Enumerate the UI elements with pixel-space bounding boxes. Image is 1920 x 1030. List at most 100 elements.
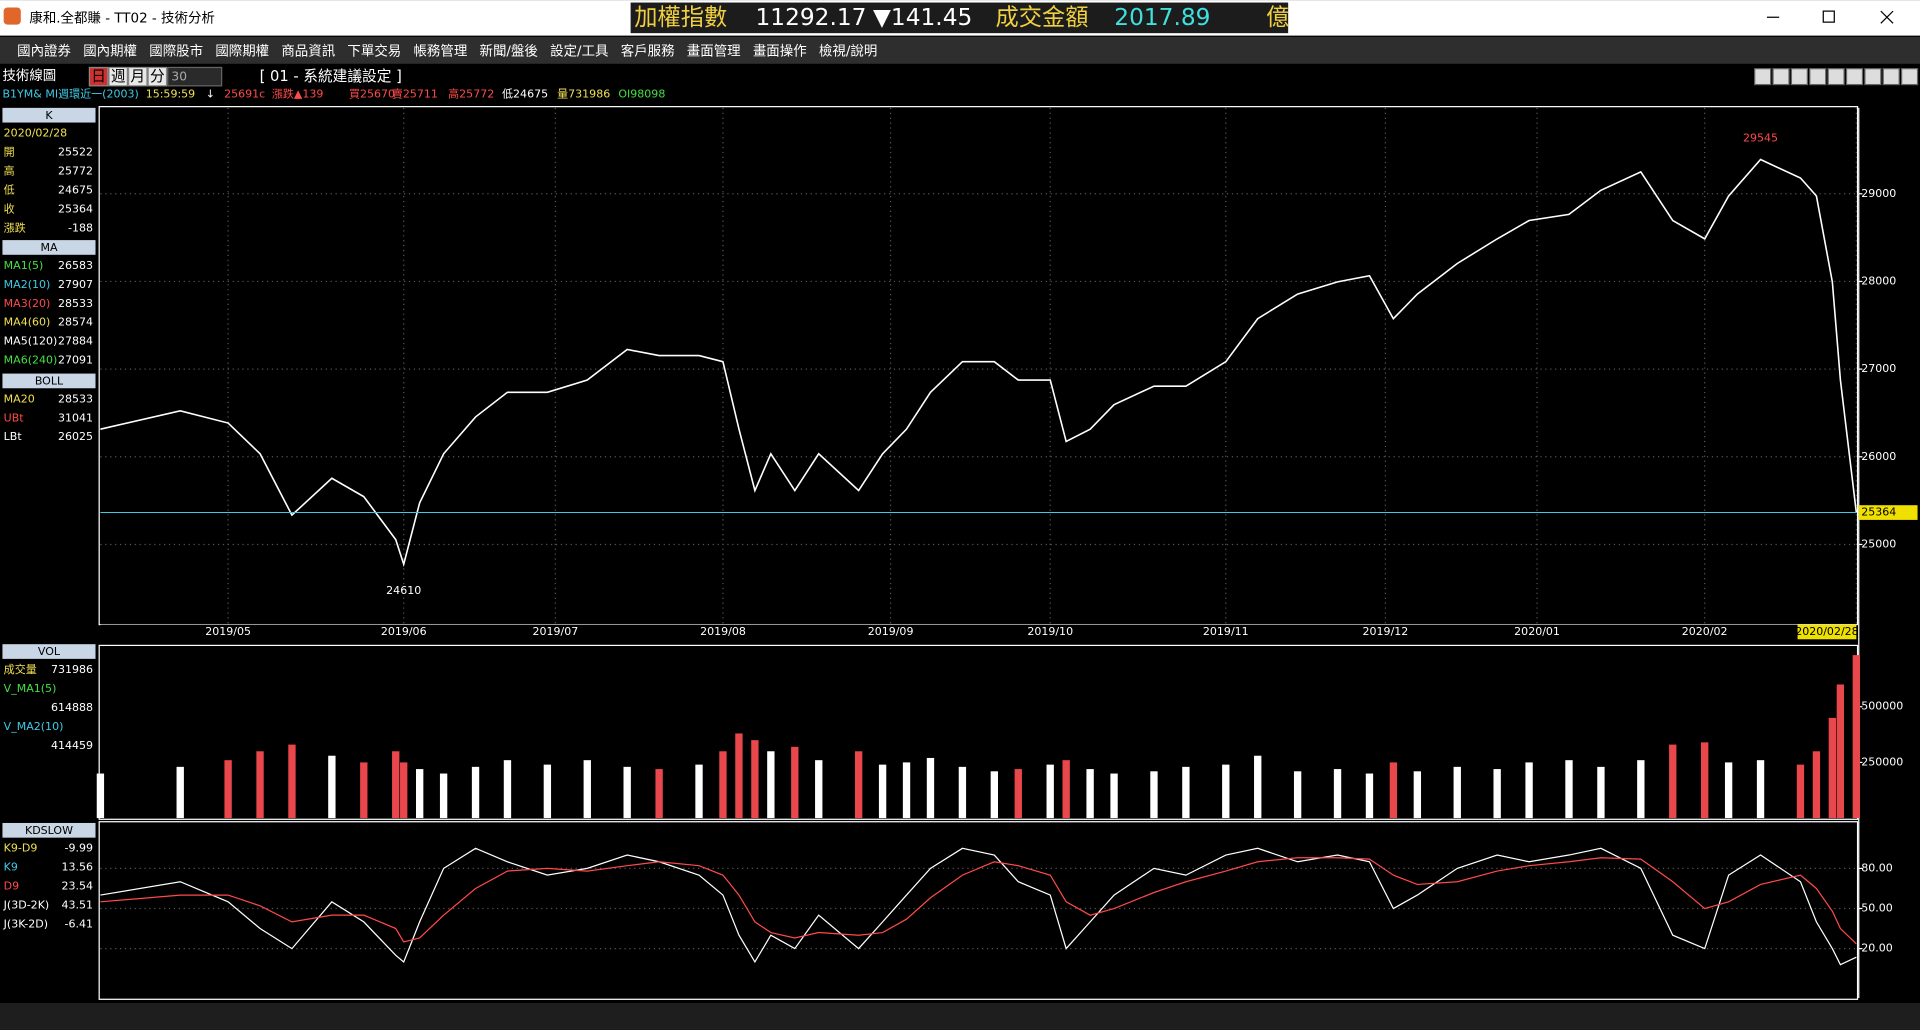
y-tick-label: 28000 bbox=[1861, 274, 1896, 287]
volume-bar bbox=[719, 751, 727, 819]
menu-item[interactable]: 新聞/盤後 bbox=[480, 44, 539, 60]
menu-item[interactable]: 帳務管理 bbox=[413, 44, 467, 60]
period-button[interactable] bbox=[108, 66, 128, 87]
x-tick-label: 2019/08 bbox=[700, 625, 746, 638]
menu-item[interactable]: 國際股市 bbox=[149, 43, 203, 60]
menu-item[interactable]: 商品資訊 bbox=[281, 44, 335, 60]
panel-value: 28533 bbox=[58, 392, 93, 405]
tool-icon[interactable] bbox=[1809, 68, 1827, 86]
x-tick-label: 2019/10 bbox=[1027, 625, 1073, 638]
y-tick-label: 29000 bbox=[1861, 187, 1896, 200]
panel-label: MA4(60) bbox=[4, 316, 51, 329]
panel-header bbox=[2, 644, 96, 659]
quote-item: 25691c bbox=[224, 87, 265, 100]
minutes-value[interactable]: 30 bbox=[171, 70, 187, 84]
menu-item[interactable]: 國內證券 bbox=[17, 43, 71, 60]
volume-bar bbox=[791, 746, 799, 819]
volume-bar bbox=[878, 764, 887, 819]
turnover-unit: 億 bbox=[1266, 4, 1289, 31]
period-label[interactable]: 分 bbox=[150, 68, 165, 85]
volume-bar bbox=[1724, 762, 1733, 819]
volume-bar bbox=[1365, 773, 1374, 819]
minutes-box[interactable] bbox=[167, 66, 223, 87]
volume-bar bbox=[854, 751, 863, 819]
menu-item[interactable]: 國內期權 bbox=[83, 44, 137, 60]
y-tick-label: 50.00 bbox=[1861, 902, 1893, 915]
panel-label: J(3D-2K) bbox=[3, 899, 50, 912]
volume-bar bbox=[1086, 769, 1094, 819]
tool-icon[interactable] bbox=[1882, 68, 1900, 86]
volume-bar bbox=[1796, 764, 1805, 819]
panel-label: 低 bbox=[4, 184, 15, 197]
quote-item: OI98098 bbox=[618, 87, 665, 100]
panel-label: MA2(10) bbox=[4, 278, 51, 291]
volume-bar bbox=[1812, 751, 1821, 819]
tool-icon[interactable] bbox=[1772, 68, 1790, 86]
tool-icon[interactable] bbox=[1901, 68, 1919, 86]
period-label[interactable]: 日 bbox=[91, 68, 106, 85]
menu-item[interactable]: 客戶服務 bbox=[621, 43, 675, 60]
period-button[interactable] bbox=[88, 66, 109, 87]
volume-bar bbox=[1014, 769, 1022, 819]
ticker-name: 加權指數 bbox=[634, 4, 727, 31]
volume-bar bbox=[176, 766, 184, 819]
volume-bar bbox=[360, 762, 368, 819]
tool-icon[interactable] bbox=[1827, 68, 1845, 86]
x-tick-label: 2019/05 bbox=[205, 625, 251, 638]
volume-bar bbox=[1046, 764, 1054, 819]
menu-item[interactable]: 畫面操作 bbox=[753, 44, 807, 60]
panel-title: BOLL bbox=[35, 375, 64, 388]
panel-label: K9-D9 bbox=[4, 842, 38, 855]
menu-item[interactable]: 檢視/說明 bbox=[819, 43, 877, 60]
volume-bar bbox=[1493, 769, 1501, 819]
x-tick-label: 2020/02 bbox=[1682, 625, 1728, 638]
menu-item[interactable]: 國際期權 bbox=[215, 44, 269, 60]
period-button[interactable] bbox=[147, 66, 168, 87]
panel-value: 27091 bbox=[58, 354, 93, 367]
x-tick-label: 2020/02/28 bbox=[1795, 625, 1859, 638]
panel-label: 開 bbox=[4, 146, 15, 159]
x-tick-label: 2019/12 bbox=[1363, 625, 1409, 638]
panel-value: 43.51 bbox=[62, 899, 94, 912]
period-button[interactable] bbox=[127, 66, 148, 87]
turnover-value: 2017.89 bbox=[1114, 4, 1210, 31]
turnover-label: 成交金額 bbox=[996, 4, 1089, 31]
period-label[interactable]: 月 bbox=[130, 68, 145, 85]
close-button[interactable] bbox=[1880, 10, 1894, 24]
volume-bar bbox=[224, 760, 232, 819]
volume-bar bbox=[926, 757, 935, 819]
kd-line bbox=[100, 857, 1857, 945]
quote-item: 買25670 bbox=[349, 87, 395, 100]
price-line bbox=[100, 158, 1858, 568]
kd-line bbox=[100, 847, 1857, 966]
tool-icon[interactable] bbox=[1790, 68, 1808, 86]
panel-label: V_MA2(10) bbox=[4, 720, 64, 733]
menu-item[interactable]: 下單交易 bbox=[347, 43, 401, 60]
volume-bar bbox=[1413, 771, 1422, 819]
tool-icon[interactable] bbox=[1864, 68, 1882, 86]
menu-item[interactable]: 設定/工具 bbox=[550, 44, 608, 60]
volume-bar bbox=[735, 733, 743, 819]
panel-title: KDSLOW bbox=[25, 824, 73, 837]
tool-icon[interactable] bbox=[1754, 68, 1772, 86]
panel-value: 614888 bbox=[51, 701, 93, 714]
quote-item: 低24675 bbox=[502, 87, 548, 100]
x-tick-label: 2019/11 bbox=[1203, 625, 1249, 638]
x-tick-label: 2019/06 bbox=[381, 625, 427, 638]
maximize-button[interactable] bbox=[1822, 10, 1835, 23]
period-label[interactable]: 週 bbox=[111, 68, 126, 85]
panel-label: J(3K-2D) bbox=[3, 918, 48, 931]
window-title: 康和.全都賺 - TT02 - 技術分析 bbox=[29, 9, 215, 26]
date-highlight bbox=[1797, 624, 1857, 640]
y-tick-label: 20.00 bbox=[1861, 942, 1893, 955]
panel-value: 27884 bbox=[58, 335, 93, 348]
panel-label: 收 bbox=[4, 201, 15, 215]
y-tick-label: 500000 bbox=[1861, 700, 1903, 713]
panel-title: MA bbox=[40, 241, 58, 254]
tool-icon[interactable] bbox=[1845, 68, 1864, 86]
menu-item[interactable]: 畫面管理 bbox=[687, 44, 741, 60]
setting-label[interactable]: [ 01 - 系統建議設定 ] bbox=[260, 67, 402, 85]
volume-bar bbox=[1222, 764, 1230, 819]
last-price-box bbox=[1858, 505, 1918, 520]
